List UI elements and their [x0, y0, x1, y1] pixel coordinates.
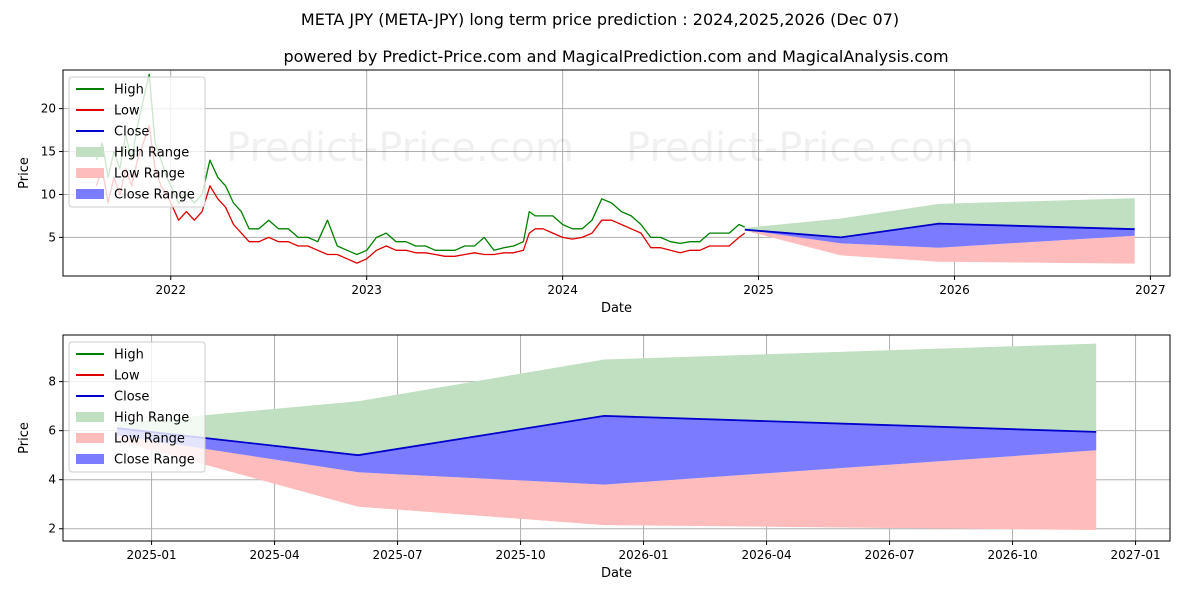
chart-title: META JPY (META-JPY) long term price pred… — [301, 10, 899, 29]
high-range-band — [744, 198, 1135, 238]
x-tick-label: 2025-04 — [249, 548, 299, 562]
x-axis-label: Date — [601, 566, 632, 581]
close-prediction-line — [744, 222, 1135, 239]
legend-swatch — [76, 412, 104, 422]
plot-area: Predict-Price.com Predict-Price.com Predic… — [95, 73, 1135, 321]
y-tick-label: 2 — [48, 522, 56, 536]
legend-swatch — [76, 147, 104, 157]
y-tick-label: 8 — [48, 375, 56, 389]
legend-label: High Range — [114, 411, 189, 426]
x-tick-label: 2023 — [351, 283, 382, 297]
x-tick-label: 2022 — [155, 283, 186, 297]
legend-label: Close — [114, 390, 149, 405]
legend-swatch — [76, 189, 104, 199]
legend-label: High Range — [114, 146, 189, 161]
legend-swatch — [76, 168, 104, 178]
x-tick-label: 2024 — [547, 283, 578, 297]
close-range-band — [744, 223, 1135, 248]
y-axis-label: Price — [17, 422, 32, 454]
x-tick-label: 2025-10 — [495, 548, 545, 562]
watermark-text: Predict-Price.com — [226, 125, 574, 171]
legend-label: Low — [114, 104, 140, 119]
legend-label: Low Range — [114, 167, 185, 182]
chart-subtitle: powered by Predict-Price.com and Magical… — [283, 47, 948, 66]
close-range-band — [117, 415, 1097, 485]
y-tick-label: 20 — [41, 102, 56, 116]
low-range-band — [744, 229, 1135, 264]
y-tick-label: 4 — [48, 473, 56, 487]
legend: High Low Close High Range Low Range Close Ran… — [68, 76, 206, 208]
watermark-text: Predict-Price.com — [226, 275, 574, 321]
legend-label: Low Range — [114, 432, 185, 447]
y-axis-label: Price — [17, 157, 32, 189]
x-tick-label: 2027-01 — [1110, 548, 1160, 562]
y-tick-label: 15 — [41, 145, 56, 159]
x-axis-label: Date — [601, 301, 632, 316]
x-tick-label: 2025-07 — [372, 548, 422, 562]
legend-label: Low — [114, 369, 140, 384]
x-tick-label: 2026-01 — [618, 548, 668, 562]
x-tick-label: 2025 — [743, 283, 774, 297]
x-tick-label: 2026-07 — [864, 548, 914, 562]
legend-swatch — [76, 433, 104, 443]
high-range-band — [117, 343, 1097, 456]
y-tick-label: 10 — [41, 187, 56, 201]
chart-panel-1: Predict-Price.com Predict-Price.com Predic… — [17, 69, 1171, 321]
x-tick-label: 2026-04 — [741, 548, 791, 562]
close-prediction-line — [116, 414, 1097, 457]
x-tick-label: 2026 — [939, 283, 970, 297]
legend-label: Close Range — [114, 188, 195, 203]
legend: High Low Close High Range Low Range Close Ran… — [68, 341, 206, 473]
legend-label: Close Range — [114, 453, 195, 468]
watermark-text: Predict-Price.com — [626, 125, 974, 171]
legend-label: High — [114, 83, 144, 98]
watermark-text: Predict-Price.com — [626, 275, 974, 321]
x-tick-label: 2026-10 — [987, 548, 1037, 562]
axes-frame — [62, 69, 1171, 277]
y-tick-label: 6 — [48, 424, 56, 438]
x-tick-label: 2025-01 — [126, 548, 176, 562]
legend-label: High — [114, 348, 144, 363]
legend-label: Close — [114, 125, 149, 140]
low-range-band — [117, 435, 1097, 530]
y-tick-label: 5 — [48, 230, 56, 244]
x-tick-label: 2027 — [1135, 283, 1166, 297]
axes-frame — [62, 334, 1171, 542]
legend-swatch — [76, 454, 104, 464]
